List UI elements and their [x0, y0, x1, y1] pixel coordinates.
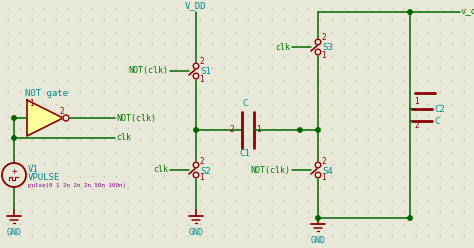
Text: pulse(0 1 2n 2n 2n 50n 100n): pulse(0 1 2n 2n 2n 50n 100n)	[28, 183, 126, 187]
Circle shape	[408, 216, 412, 220]
Text: +: +	[11, 167, 17, 177]
Circle shape	[316, 216, 320, 220]
Text: NOT(clk): NOT(clk)	[116, 114, 156, 123]
Text: C: C	[242, 99, 248, 109]
Text: v_out: v_out	[461, 7, 474, 17]
Text: GND: GND	[310, 236, 326, 245]
Text: V1: V1	[28, 165, 39, 175]
Circle shape	[12, 136, 16, 140]
Text: NOT gate: NOT gate	[25, 90, 68, 98]
Text: 1: 1	[29, 99, 34, 109]
Circle shape	[315, 172, 321, 178]
Text: GND: GND	[189, 228, 203, 237]
Circle shape	[315, 49, 321, 55]
Text: 1: 1	[199, 174, 204, 183]
Text: C2: C2	[434, 104, 445, 114]
Text: 2: 2	[414, 121, 419, 129]
Text: S4: S4	[322, 166, 333, 176]
Text: NOT(clk): NOT(clk)	[128, 66, 168, 75]
Text: S1: S1	[200, 67, 211, 76]
Circle shape	[193, 172, 199, 178]
Circle shape	[193, 63, 199, 69]
Circle shape	[193, 73, 199, 79]
Text: clk: clk	[153, 165, 168, 175]
Text: 2: 2	[321, 33, 326, 42]
Text: 1: 1	[321, 174, 326, 183]
Text: C1: C1	[240, 150, 250, 158]
Text: 1: 1	[321, 51, 326, 60]
Text: V_DD: V_DD	[185, 1, 207, 10]
Polygon shape	[27, 100, 63, 136]
Circle shape	[12, 116, 16, 120]
Circle shape	[298, 128, 302, 132]
Text: 2: 2	[59, 107, 64, 117]
Text: C: C	[434, 117, 439, 125]
Circle shape	[315, 162, 321, 168]
Text: 1: 1	[414, 97, 419, 106]
Text: clk: clk	[275, 42, 290, 52]
Circle shape	[408, 10, 412, 14]
Text: NOT(clk): NOT(clk)	[250, 165, 290, 175]
Circle shape	[2, 163, 26, 187]
Text: S2: S2	[200, 166, 211, 176]
Text: S3: S3	[322, 43, 333, 53]
Circle shape	[315, 39, 321, 45]
Text: GND: GND	[7, 228, 21, 237]
Text: 2: 2	[321, 156, 326, 165]
Text: 2: 2	[199, 58, 204, 66]
Text: 1: 1	[199, 74, 204, 84]
Text: clk: clk	[116, 133, 131, 143]
Circle shape	[316, 128, 320, 132]
Text: VPULSE: VPULSE	[28, 174, 60, 183]
Circle shape	[194, 128, 198, 132]
Text: 2: 2	[199, 156, 204, 165]
Text: 2: 2	[229, 125, 234, 134]
Circle shape	[193, 162, 199, 168]
Circle shape	[63, 115, 69, 121]
Text: 1: 1	[256, 125, 261, 134]
